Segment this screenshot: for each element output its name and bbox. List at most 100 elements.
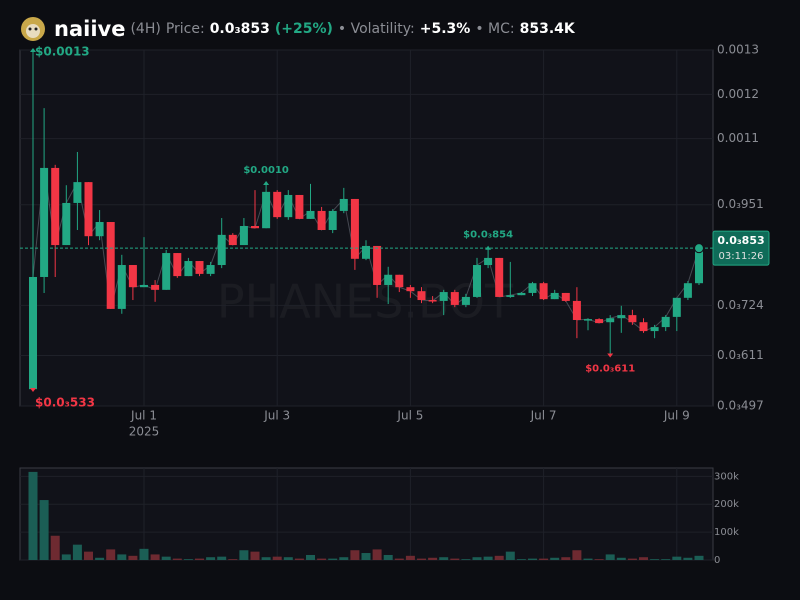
candle-body bbox=[461, 296, 470, 305]
volume-tick-label: 0 bbox=[714, 555, 720, 566]
volume-bar bbox=[39, 500, 49, 560]
volume-bar bbox=[250, 551, 260, 560]
volume-bar bbox=[306, 554, 315, 560]
price-tag-label: 0.0₃853 bbox=[717, 234, 764, 247]
volume-bar bbox=[84, 551, 93, 560]
volume-bar bbox=[394, 558, 404, 560]
y-tick-label: 0.0₃724 bbox=[717, 298, 764, 312]
candle-body bbox=[584, 319, 592, 321]
volume-bar bbox=[483, 556, 493, 560]
volume-bar bbox=[128, 555, 138, 560]
candle-body bbox=[162, 253, 171, 290]
candle-body bbox=[606, 318, 615, 323]
volume-bar bbox=[694, 555, 704, 560]
y-tick-label: 0.0012 bbox=[717, 87, 759, 101]
candle-body bbox=[339, 198, 348, 211]
annotation-label: $0.0₃611 bbox=[585, 363, 635, 374]
volume-tick-label: 200k bbox=[714, 499, 739, 510]
candle-body bbox=[251, 226, 259, 229]
candle-body bbox=[217, 234, 226, 266]
candle-body bbox=[395, 274, 404, 288]
volume-bar bbox=[294, 558, 304, 560]
candle-body bbox=[306, 210, 315, 219]
price: 0.0₃853 bbox=[209, 21, 270, 37]
candle-body bbox=[206, 265, 215, 274]
volume-bar bbox=[505, 551, 515, 560]
candle-body bbox=[95, 222, 104, 237]
volume-bar bbox=[450, 558, 460, 560]
candle-body bbox=[695, 248, 703, 284]
candle-body bbox=[473, 265, 481, 297]
candle-body bbox=[262, 191, 271, 229]
volume-bar bbox=[605, 554, 615, 560]
y-tick-label: 0.0₃611 bbox=[717, 348, 764, 362]
volume-bar bbox=[328, 558, 338, 560]
volume-bar bbox=[417, 558, 426, 560]
candle-body bbox=[528, 283, 537, 293]
volume-bar bbox=[661, 559, 671, 560]
volume-bar bbox=[461, 559, 471, 560]
candle-body bbox=[140, 284, 148, 288]
interval: (4H) bbox=[130, 21, 161, 37]
candle-body bbox=[639, 322, 648, 332]
candle-body bbox=[417, 291, 426, 301]
volume-bar bbox=[206, 557, 216, 560]
candle-body bbox=[350, 198, 359, 259]
price-tag bbox=[712, 230, 770, 266]
volume-bar bbox=[627, 558, 637, 560]
volume-bar bbox=[372, 549, 382, 560]
volume-bar bbox=[439, 557, 449, 560]
annotation-arrow bbox=[30, 48, 36, 52]
volume-bar bbox=[650, 559, 660, 560]
volume-bar bbox=[228, 559, 238, 560]
volume-bar bbox=[161, 556, 171, 560]
annotation-arrow bbox=[607, 353, 614, 358]
candle-body bbox=[628, 315, 637, 323]
candle-body bbox=[151, 284, 160, 290]
annotation-label: $0.0010 bbox=[243, 165, 289, 176]
annotation-label: $0.0₃854 bbox=[463, 230, 513, 241]
token-name: naiive bbox=[54, 17, 126, 41]
volume-bar bbox=[239, 550, 249, 560]
y-tick-label: 0.0011 bbox=[717, 131, 759, 145]
candle-body bbox=[228, 234, 237, 246]
volume-bar bbox=[106, 549, 116, 560]
volume-bar bbox=[50, 535, 60, 560]
volume-bar bbox=[361, 553, 371, 560]
volume-bar bbox=[494, 555, 504, 560]
change: (+25%) bbox=[274, 21, 333, 37]
volume-tick-label: 300k bbox=[714, 471, 739, 482]
volume-bar bbox=[28, 471, 38, 560]
price-pane bbox=[19, 49, 714, 407]
volume-bar bbox=[150, 554, 160, 560]
annotation-label: $0.0013 bbox=[35, 45, 90, 59]
candle-body bbox=[428, 300, 437, 302]
annotation-arrow bbox=[263, 181, 270, 186]
candle-body bbox=[495, 257, 504, 297]
x-tick-label: Jul 1 bbox=[130, 409, 157, 423]
countdown: 03:11:26 bbox=[719, 251, 764, 262]
candle-body bbox=[317, 210, 326, 230]
x-tick-label: Jul 7 bbox=[530, 409, 557, 423]
candle-body bbox=[406, 287, 415, 292]
volume-bar bbox=[317, 558, 327, 560]
candle-body bbox=[595, 319, 604, 324]
volume-bar bbox=[339, 557, 349, 560]
candle-body bbox=[273, 191, 282, 218]
candle-body bbox=[73, 182, 82, 203]
volume-bar bbox=[583, 558, 593, 560]
volume-bar bbox=[95, 557, 105, 560]
volume-bar bbox=[61, 554, 71, 560]
volume-pane bbox=[19, 467, 714, 561]
volume-bar bbox=[539, 558, 549, 560]
annotation-arrow bbox=[30, 388, 36, 393]
volatility: +5.3% bbox=[419, 21, 471, 37]
volume-bar bbox=[217, 556, 227, 560]
candle-body bbox=[561, 292, 570, 301]
candle-body bbox=[40, 167, 49, 277]
candle-body bbox=[661, 316, 670, 328]
volume-bar bbox=[428, 557, 438, 560]
volume-bar bbox=[561, 557, 571, 560]
candle-body bbox=[295, 194, 304, 219]
candle-body bbox=[484, 257, 493, 266]
